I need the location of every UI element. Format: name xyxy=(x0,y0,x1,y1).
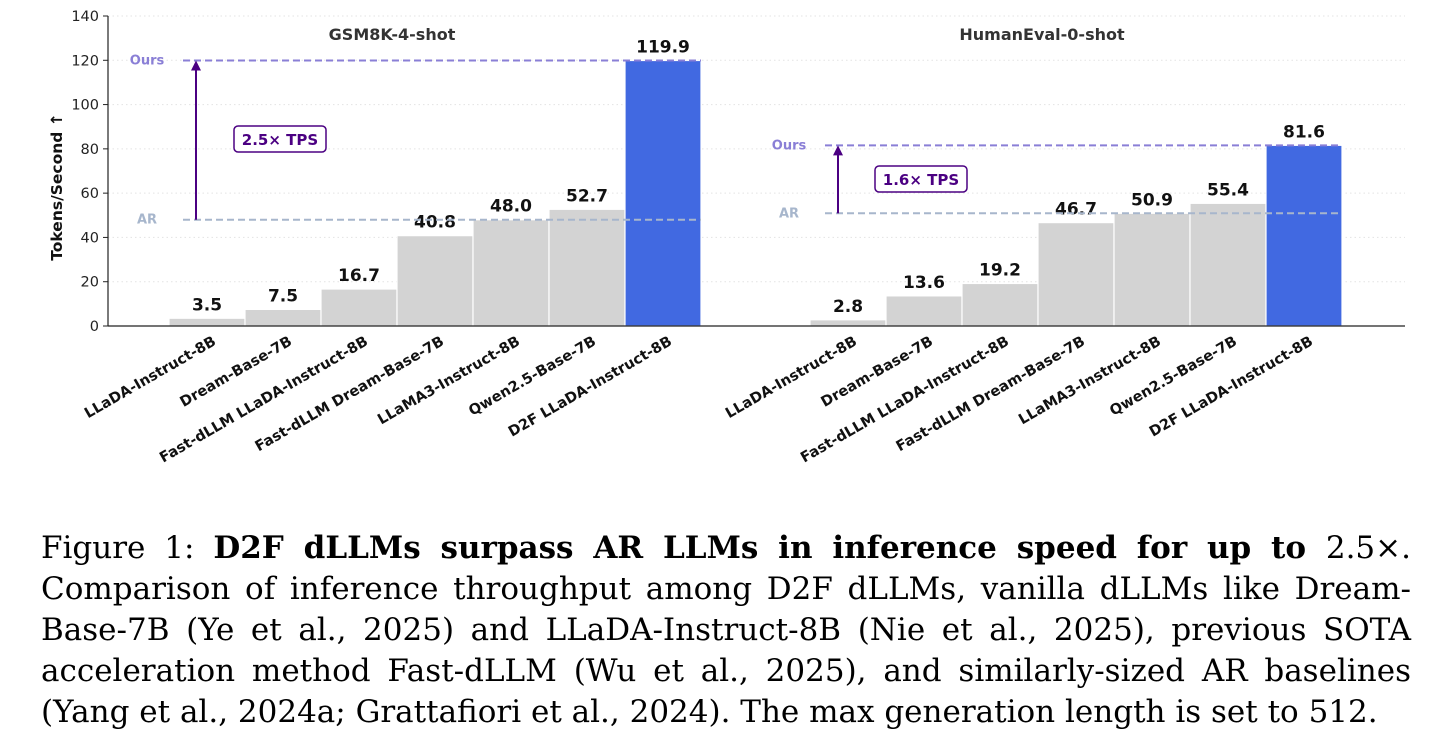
bar xyxy=(809,319,887,327)
caption-factor: 2.5×. xyxy=(1325,530,1411,566)
value-label: 7.5 xyxy=(268,286,298,306)
y-axis: 0 20 40 60 80 100 120 140 Tokens/Second ↑ xyxy=(48,9,1405,335)
category-label: LLaDA-Instruct-8B xyxy=(82,334,219,422)
category-label: Qwen2.5-Base-7B xyxy=(466,334,599,420)
bar xyxy=(472,219,550,327)
bar xyxy=(1037,221,1115,327)
value-label: 52.7 xyxy=(566,186,608,206)
ours-reference-label: Ours xyxy=(772,138,807,153)
caption-label: Figure 1: xyxy=(41,530,214,566)
category-label: LLaDA-Instruct-8B xyxy=(723,334,860,422)
bar xyxy=(1113,212,1191,327)
panel-gsm8k: GSM8K-4-shot3.5LLaDA-Instruct-8B7.5Dream… xyxy=(82,25,702,466)
bar xyxy=(396,235,474,327)
annotation-box xyxy=(233,125,327,153)
bar xyxy=(624,59,702,327)
ours-reference-label: Ours xyxy=(130,54,165,69)
y-tick-label: 20 xyxy=(81,275,99,291)
y-tick-label: 60 xyxy=(81,186,99,202)
value-label: 48.0 xyxy=(490,197,532,217)
y-tick-label: 0 xyxy=(90,319,99,335)
bar xyxy=(320,288,398,327)
bar xyxy=(961,282,1039,327)
ar-reference-label: AR xyxy=(779,206,799,221)
speedup-arrow-head xyxy=(833,145,843,156)
category-label: Qwen2.5-Base-7B xyxy=(1107,334,1240,420)
bar xyxy=(244,308,322,327)
category-label: LLaMA3-Instruct-8B xyxy=(375,334,523,429)
value-label: 46.7 xyxy=(1055,200,1097,220)
category-label: LLaMA3-Instruct-8B xyxy=(1016,334,1164,429)
value-label: 16.7 xyxy=(338,266,380,286)
value-label: 40.8 xyxy=(414,213,456,233)
panel-title: HumanEval-0-shot xyxy=(959,25,1125,44)
speedup-arrow-head xyxy=(191,60,201,71)
value-label: 19.2 xyxy=(979,260,1021,280)
bar xyxy=(548,208,626,327)
figure-caption: Figure 1: D2F dLLMs surpass AR LLMs in i… xyxy=(41,528,1411,733)
caption-text: Comparison of inference throughput among… xyxy=(41,571,1411,730)
value-label: 81.6 xyxy=(1283,122,1325,142)
y-tick-label: 120 xyxy=(71,53,99,69)
annotation-box xyxy=(874,165,968,193)
y-tick-label: 40 xyxy=(81,230,99,246)
panel-humaneval: HumanEval-0-shot 2.8 LLaDA-Instruct-8B 13.6… xyxy=(723,25,1343,466)
value-label: 50.9 xyxy=(1131,190,1173,210)
value-label: 55.4 xyxy=(1207,180,1249,200)
value-label: 13.6 xyxy=(903,273,945,293)
value-label: 119.9 xyxy=(636,38,690,58)
ar-reference-label: AR xyxy=(137,213,157,228)
y-axis-label: Tokens/Second ↑ xyxy=(48,113,66,261)
value-label: 2.8 xyxy=(833,297,863,317)
annotation-text: 1.6× TPS xyxy=(883,171,959,189)
caption-bold: D2F dLLMs surpass AR LLMs in inference s… xyxy=(213,530,1326,566)
bar-chart-figure: GSM8K-4-shot3.5LLaDA-Instruct-8B7.5Dream… xyxy=(48,9,1405,466)
y-tick-label: 140 xyxy=(71,9,99,25)
bar xyxy=(885,295,963,327)
value-label: 3.5 xyxy=(192,295,222,315)
y-tick-label: 100 xyxy=(71,98,99,114)
bar xyxy=(1189,202,1267,327)
annotation-text: 2.5× TPS xyxy=(242,131,318,149)
bar xyxy=(168,317,246,327)
y-tick-label: 80 xyxy=(81,142,99,158)
panel-title: GSM8K-4-shot xyxy=(329,25,456,44)
bar xyxy=(1265,144,1343,327)
